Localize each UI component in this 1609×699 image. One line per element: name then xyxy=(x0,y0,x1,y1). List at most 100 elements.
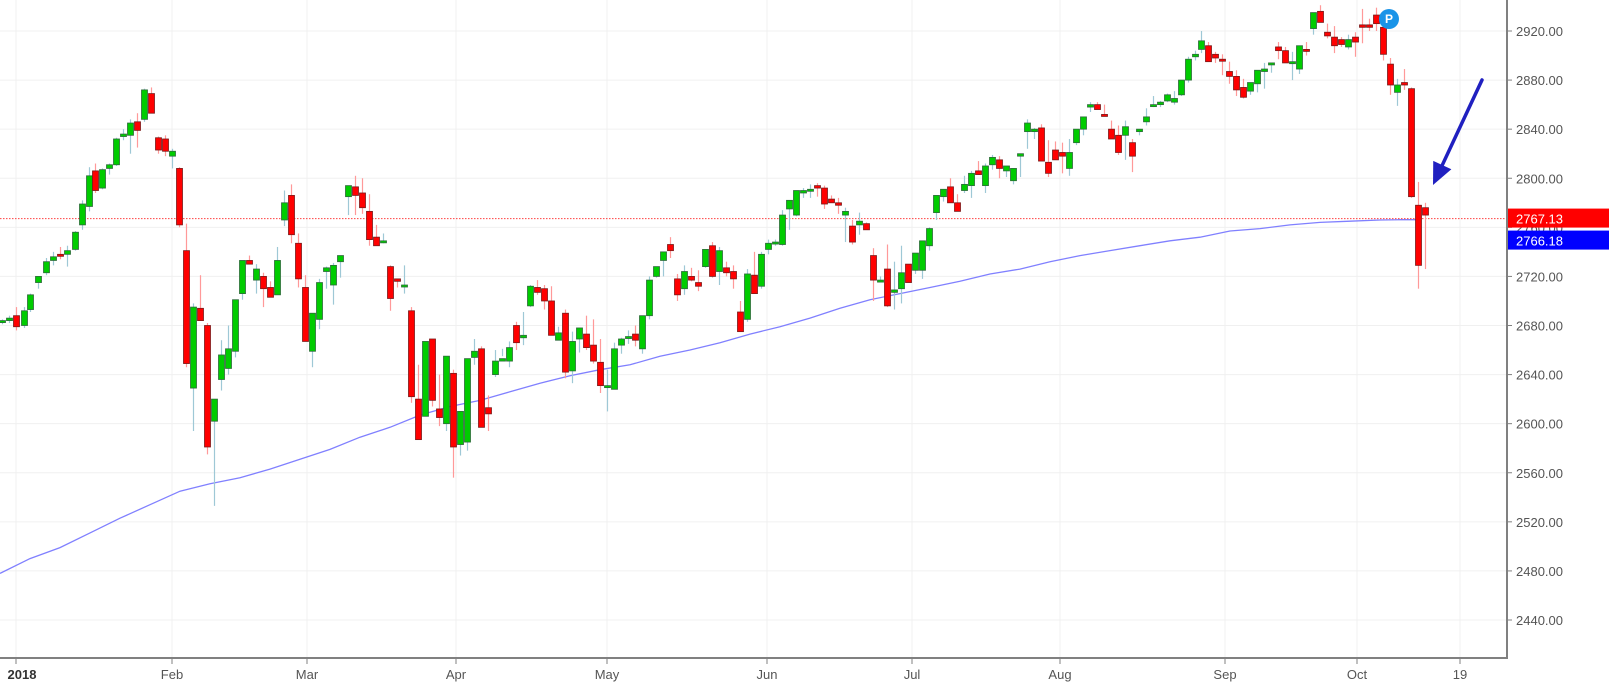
candle xyxy=(57,246,64,260)
candle xyxy=(1282,46,1289,64)
candle xyxy=(1143,108,1150,126)
candle xyxy=(211,398,218,506)
annotation-arrow-icon xyxy=(1433,78,1484,185)
candle xyxy=(709,242,716,278)
price-tags: 2767.13 2766.18 xyxy=(1508,208,1609,250)
candle xyxy=(169,148,176,169)
candle xyxy=(113,137,120,166)
candle xyxy=(541,285,548,310)
y-tick-label: 2720.00 xyxy=(1516,269,1563,284)
candle xyxy=(204,323,211,455)
candle xyxy=(1289,51,1296,81)
x-tick-label: Jun xyxy=(757,667,778,682)
arrow-shaft xyxy=(1440,78,1484,167)
candle xyxy=(1261,62,1268,89)
candle xyxy=(772,239,779,246)
candle xyxy=(1031,127,1038,139)
candle xyxy=(737,300,744,333)
candle xyxy=(835,197,842,214)
candle xyxy=(380,233,387,244)
candle xyxy=(723,261,730,277)
candle xyxy=(968,170,975,198)
candle xyxy=(352,175,359,216)
candle xyxy=(1052,141,1059,161)
candle xyxy=(21,307,28,328)
candle xyxy=(499,348,506,362)
candles-layer xyxy=(0,5,1429,506)
candle xyxy=(218,340,225,391)
candle xyxy=(1157,100,1164,108)
y-tick-label: 2880.00 xyxy=(1516,73,1563,88)
candle xyxy=(695,270,702,292)
candle xyxy=(183,223,190,368)
candle xyxy=(877,276,884,283)
candle xyxy=(758,251,765,289)
candle xyxy=(828,195,835,204)
candle xyxy=(1394,78,1401,106)
last-price-label: 2767.13 xyxy=(1516,212,1563,227)
candle xyxy=(1387,57,1394,95)
candle xyxy=(506,341,513,368)
candle xyxy=(0,319,6,325)
candle xyxy=(1185,56,1192,83)
candle xyxy=(765,239,772,255)
x-tick-label: Oct xyxy=(1347,667,1368,682)
last-price-tag: 2767.13 xyxy=(1508,208,1609,228)
candle xyxy=(702,249,709,268)
candle xyxy=(1415,181,1422,289)
candle xyxy=(520,312,527,346)
candle xyxy=(562,309,569,379)
candle xyxy=(127,119,134,154)
candle xyxy=(366,194,373,246)
y-tick-label: 2640.00 xyxy=(1516,368,1563,383)
candle xyxy=(667,237,674,259)
y-tick-label: 2480.00 xyxy=(1516,564,1563,579)
moving-average-label: 2766.18 xyxy=(1516,234,1563,249)
candle xyxy=(625,330,632,344)
candle xyxy=(1178,79,1185,97)
candle xyxy=(176,167,183,228)
candle xyxy=(13,307,20,331)
candle xyxy=(316,278,323,330)
p-marker[interactable]: P xyxy=(1379,9,1399,29)
candle xyxy=(436,374,443,427)
candle xyxy=(583,315,590,351)
candle xyxy=(162,135,169,157)
candle xyxy=(1087,102,1094,112)
x-tick-label: Sep xyxy=(1213,667,1236,682)
x-tick-label: 2018 xyxy=(8,667,37,682)
x-tick-label: Mar xyxy=(296,667,319,682)
candle xyxy=(1226,61,1233,84)
candle xyxy=(842,207,849,243)
candle xyxy=(926,227,933,251)
candle xyxy=(800,188,807,198)
candle xyxy=(1401,69,1408,90)
candle xyxy=(1254,69,1261,93)
candle xyxy=(688,267,695,282)
x-tick-label: Apr xyxy=(446,667,467,682)
y-tick-label: 2840.00 xyxy=(1516,122,1563,137)
candle xyxy=(330,262,337,305)
candle xyxy=(1094,102,1101,110)
candle xyxy=(996,156,1003,179)
candle xyxy=(814,183,821,197)
candle xyxy=(989,154,996,170)
moving-average-tag: 2766.18 xyxy=(1508,230,1609,250)
x-tick-label: May xyxy=(595,667,620,682)
candle xyxy=(6,315,13,324)
candle xyxy=(646,276,653,320)
p-marker-icon[interactable] xyxy=(1379,9,1399,29)
candle xyxy=(849,219,856,245)
candle xyxy=(1129,138,1136,173)
candle xyxy=(394,278,401,288)
candle xyxy=(190,303,197,432)
candle xyxy=(1345,34,1352,50)
candle xyxy=(793,190,800,217)
candle xyxy=(1422,202,1429,270)
candle xyxy=(1352,32,1359,57)
candle xyxy=(225,325,232,375)
candle xyxy=(1024,119,1031,149)
candle xyxy=(1108,120,1115,140)
